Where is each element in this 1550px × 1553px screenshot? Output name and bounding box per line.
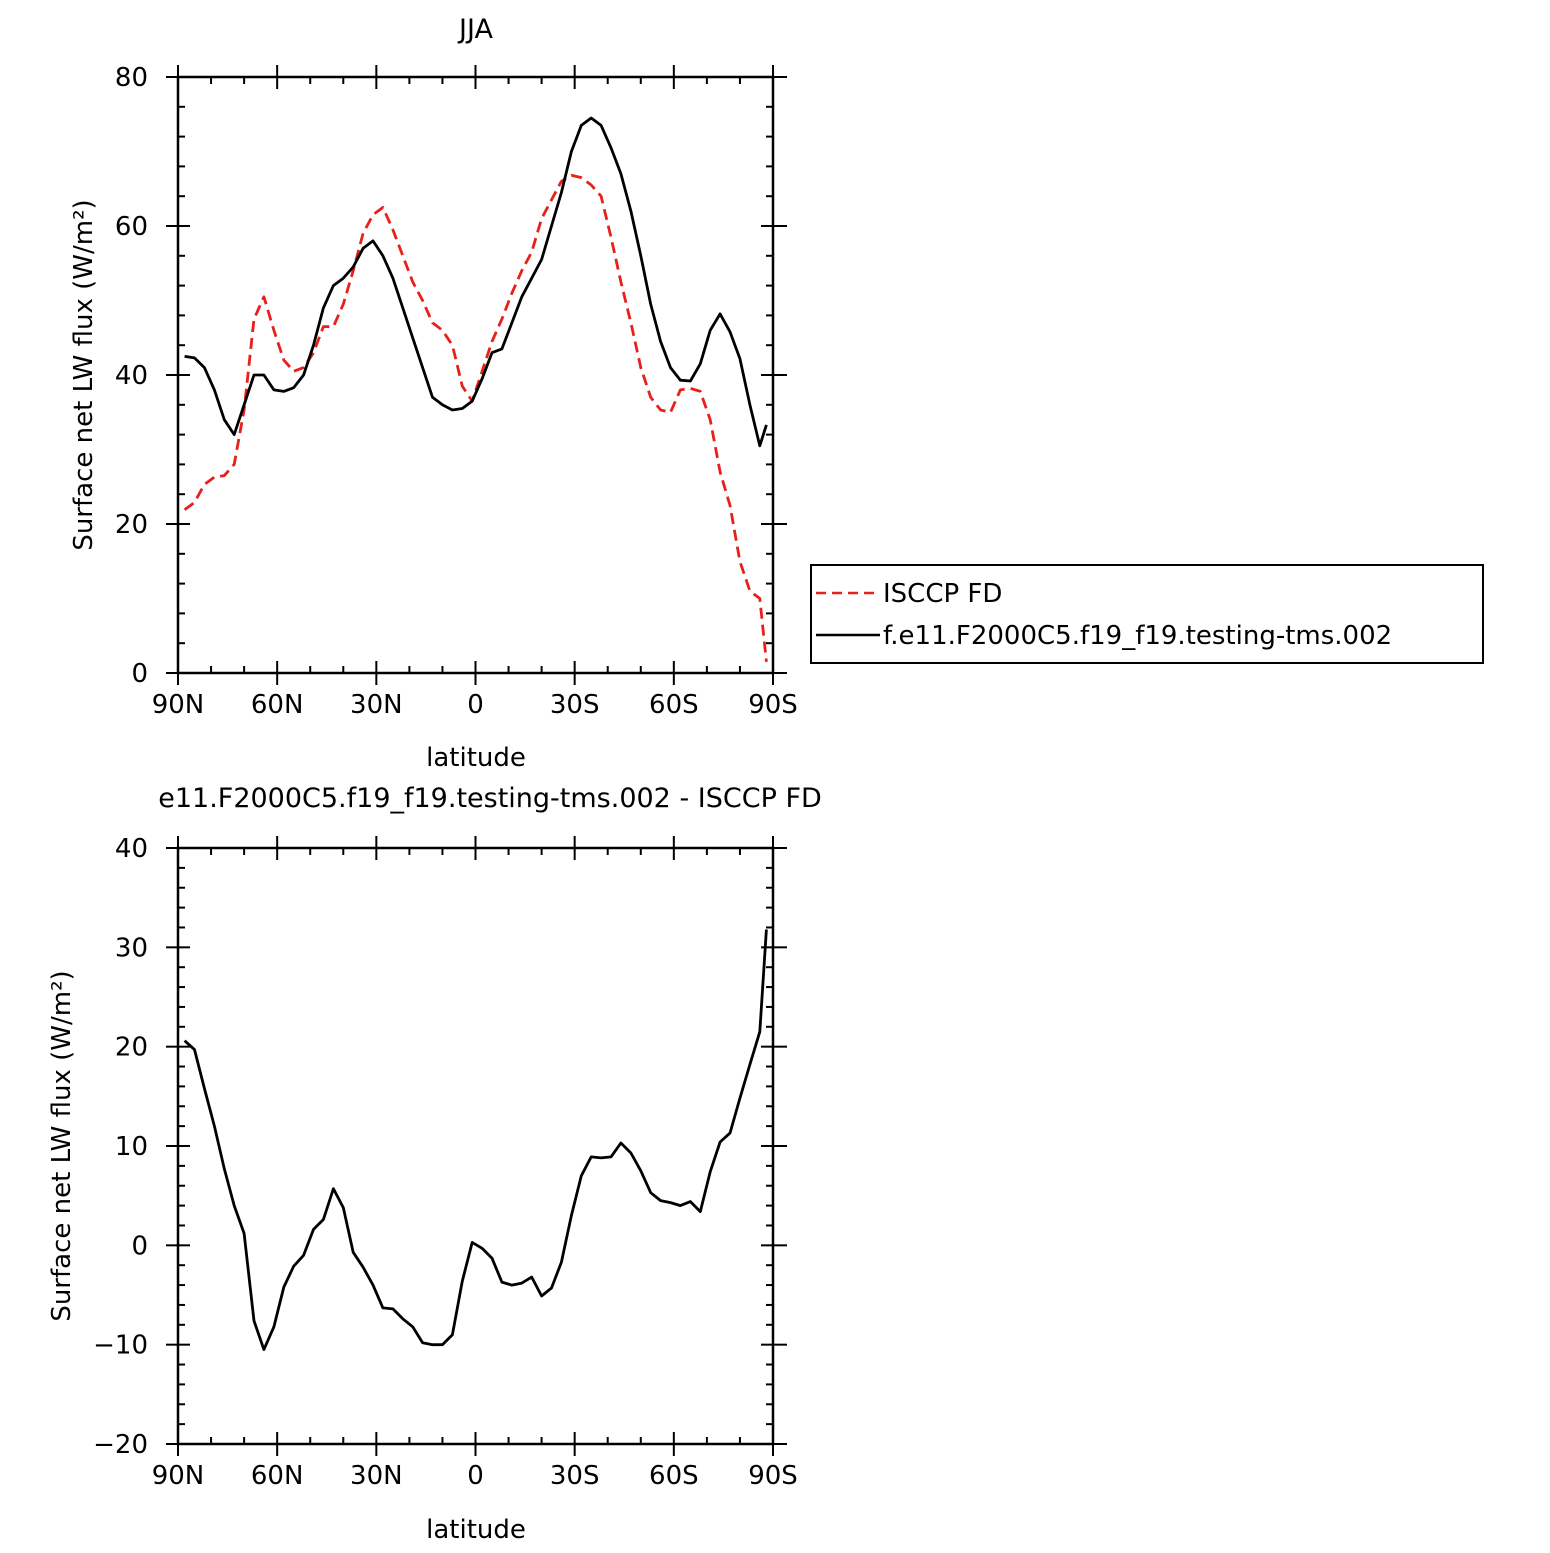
chart-title-bottom: e11.F2000C5.f19_f19.testing-tms.002 - IS…: [158, 783, 822, 814]
chart-bottom: e11.F2000C5.f19_f19.testing-tms.002 - IS…: [47, 783, 822, 1545]
x-tick-label: 30N: [350, 1461, 403, 1491]
y-tick-labels-bottom: −20 −10 0 10 20 30 40: [93, 834, 148, 1460]
x-tick-label: 30S: [550, 690, 600, 720]
x-tick-labels-bottom: 90N 60N 30N 0 30S 60S 90S: [152, 1461, 798, 1491]
x-tick-label: 60S: [649, 690, 699, 720]
y-tick-label: 80: [115, 63, 148, 93]
y-tick-labels-top: 0 20 40 60 80: [115, 63, 148, 689]
x-tick-label: 30N: [350, 690, 403, 720]
x-tick-label: 30S: [550, 1461, 600, 1491]
legend-label-model: f.e11.F2000C5.f19_f19.testing-tms.002: [883, 621, 1392, 651]
legend-box: [810, 564, 1484, 664]
x-tick-label: 0: [467, 690, 484, 720]
y-tick-label: 40: [115, 834, 148, 864]
series-top: [183, 116, 768, 662]
x-tick-label: 0: [467, 1461, 484, 1491]
x-axis-label-bottom: latitude: [426, 1515, 526, 1545]
x-tick-label: 90S: [748, 1461, 798, 1491]
y-tick-label: 20: [115, 510, 148, 540]
series-line-top-0: [183, 173, 768, 662]
x-tick-label: 90N: [152, 690, 205, 720]
x-tick-label: 60N: [251, 1461, 304, 1491]
y-tick-label: 0: [131, 659, 148, 689]
y-tick-label: −10: [93, 1331, 148, 1361]
y-tick-label: 30: [115, 933, 148, 963]
x-tick-label: 90S: [748, 690, 798, 720]
x-tick-label: 60N: [251, 690, 304, 720]
series-line-top-1: [184, 116, 768, 448]
y-tick-label: 40: [115, 361, 148, 391]
x-tick-label: 60S: [649, 1461, 699, 1491]
legend: ISCCP FD f.e11.F2000C5.f19_f19.testing-t…: [810, 564, 1484, 664]
y-axis-label-bottom: Surface net LW flux (W/m²): [47, 970, 77, 1321]
x-tick-labels-top: 90N 60N 30N 0 30S 60S 90S: [152, 690, 798, 720]
plot-frame-bottom: [176, 846, 775, 1446]
y-axis-label-top: Surface net LW flux (W/m²): [69, 199, 99, 550]
chart-top: JJA 90N 60N 30N 0 30S 60S 90S 0 20 40 60 80 latitu…: [69, 14, 798, 773]
series-line-bottom-0: [183, 929, 768, 1351]
y-tick-label: 10: [115, 1132, 148, 1162]
series-bottom: [183, 929, 768, 1351]
y-tick-label: 0: [131, 1231, 148, 1261]
chart-title-top: JJA: [457, 14, 493, 45]
x-axis-label-top: latitude: [426, 743, 526, 773]
x-tick-label: 90N: [152, 1461, 205, 1491]
y-tick-label: 20: [115, 1033, 148, 1063]
plot-frame-top: [176, 75, 775, 675]
legend-label-isccp: ISCCP FD: [883, 579, 1002, 609]
tick-marks-bottom: [166, 836, 787, 1456]
y-tick-label: −20: [93, 1430, 148, 1460]
y-tick-label: 60: [115, 212, 148, 242]
